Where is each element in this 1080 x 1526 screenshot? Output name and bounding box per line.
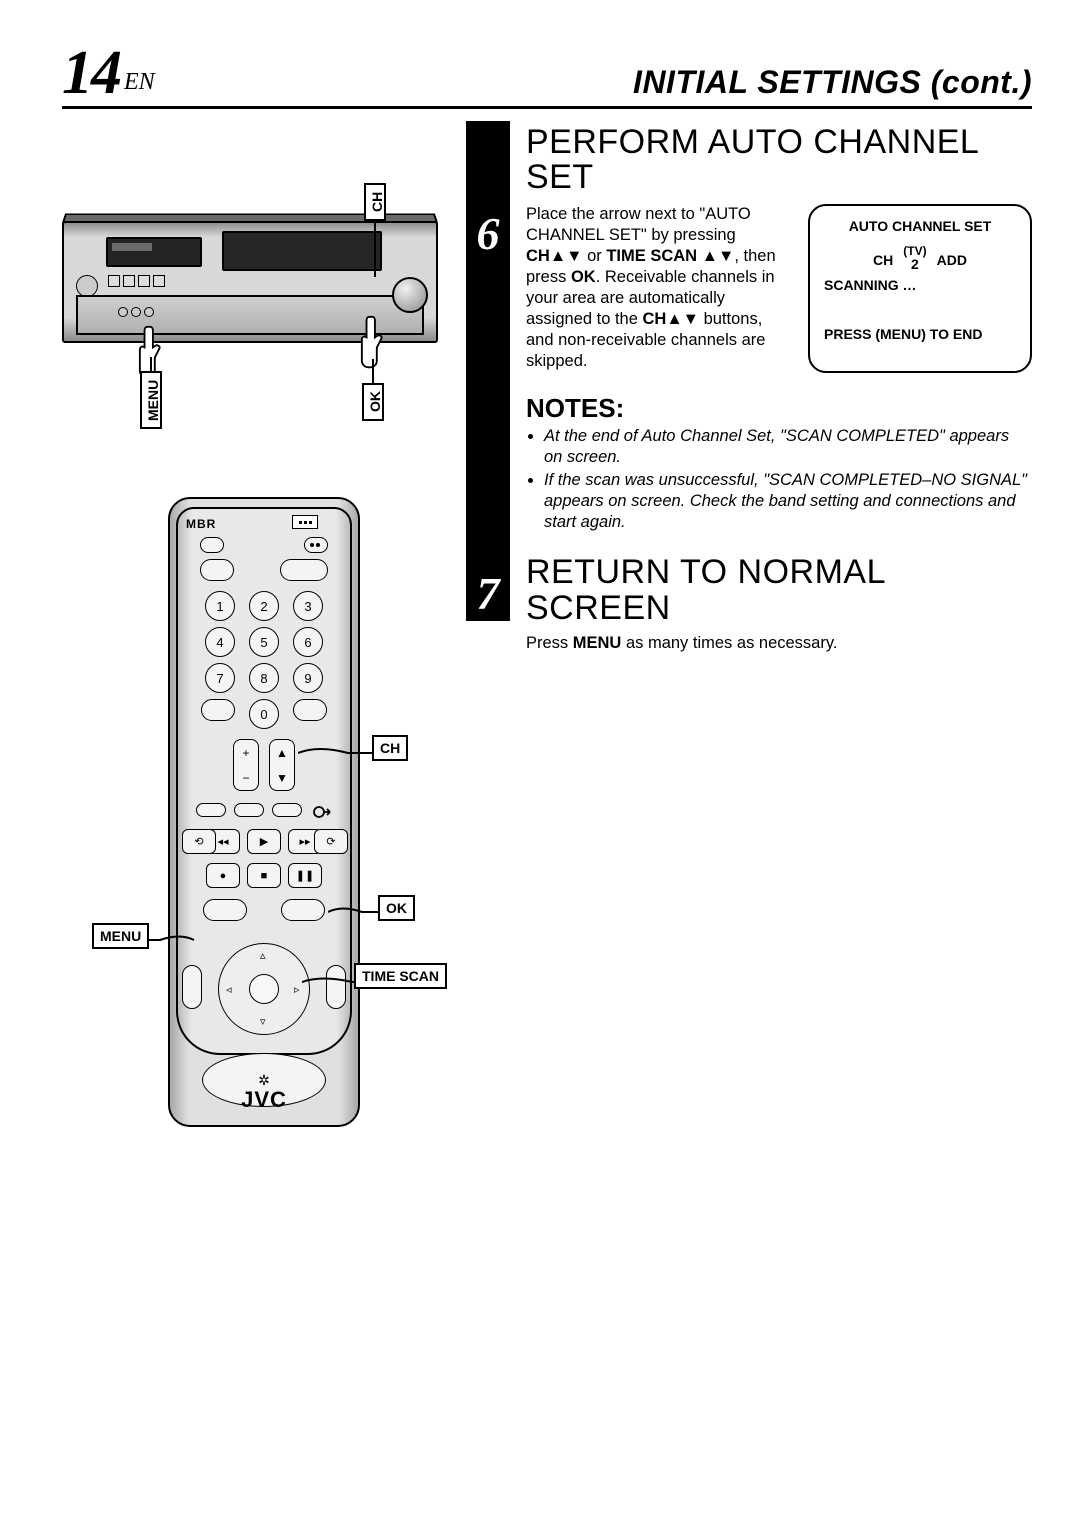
remote-dpad: ▵ ▿ ◃ ▹	[218, 943, 310, 1035]
callout-menu: MENU	[140, 371, 162, 429]
notes-heading: NOTES:	[526, 393, 1032, 424]
osd-display: AUTO CHANNEL SET CH (TV) 2 ADD SCANNING …	[808, 204, 1032, 373]
section-title: INITIAL SETTINGS (cont.)	[633, 64, 1032, 101]
remote-callout-ok: OK	[378, 895, 415, 921]
callout-ch: CH	[364, 183, 386, 221]
osd-ch-label: CH	[873, 250, 893, 271]
osd-tv-label: (TV)	[903, 245, 926, 257]
page-header: 14 EN INITIAL SETTINGS (cont.)	[62, 42, 1032, 109]
osd-add-label: ADD	[937, 250, 967, 271]
remote-brand-top: MBR	[186, 517, 216, 531]
osd-ch-value: 2	[911, 257, 919, 272]
page-number: 14	[62, 42, 120, 104]
step-rail: 6 7	[466, 121, 510, 621]
page-lang: EN	[124, 69, 155, 96]
remote-illustration: MBR 123 456 789 0 +− ▲▼	[122, 497, 382, 1177]
step6-number: 6	[466, 207, 510, 260]
remote-indicator	[292, 515, 318, 529]
remote-brand-bottom: JVC	[168, 1087, 360, 1113]
step6-heading: PERFORM AUTO CHANNEL SET	[526, 125, 1032, 196]
vcr-illustration: CH OK MENU	[62, 185, 442, 425]
notes-list: At the end of Auto Channel Set, "SCAN CO…	[526, 426, 1032, 534]
callout-ok: OK	[362, 383, 384, 421]
notes-item: If the scan was unsuccessful, "SCAN COMP…	[544, 470, 1032, 533]
step6-body: Place the arrow next to "AUTO CHANNEL SE…	[526, 204, 790, 373]
remote-callout-timescan: TIME SCAN	[354, 963, 447, 989]
notes-item: At the end of Auto Channel Set, "SCAN CO…	[544, 426, 1032, 468]
osd-footer: PRESS (MENU) TO END	[824, 324, 1016, 345]
remote-callout-menu: MENU	[92, 923, 149, 949]
hand-icon	[360, 315, 388, 371]
step7-body: Press MENU as many times as necessary.	[526, 634, 1032, 653]
step7-heading: RETURN TO NORMAL SCREEN	[526, 555, 1032, 626]
remote-callout-ch: CH	[372, 735, 408, 761]
osd-scanning: SCANNING …	[824, 275, 1016, 296]
osd-title: AUTO CHANNEL SET	[824, 216, 1016, 237]
step7-number: 7	[466, 567, 510, 620]
